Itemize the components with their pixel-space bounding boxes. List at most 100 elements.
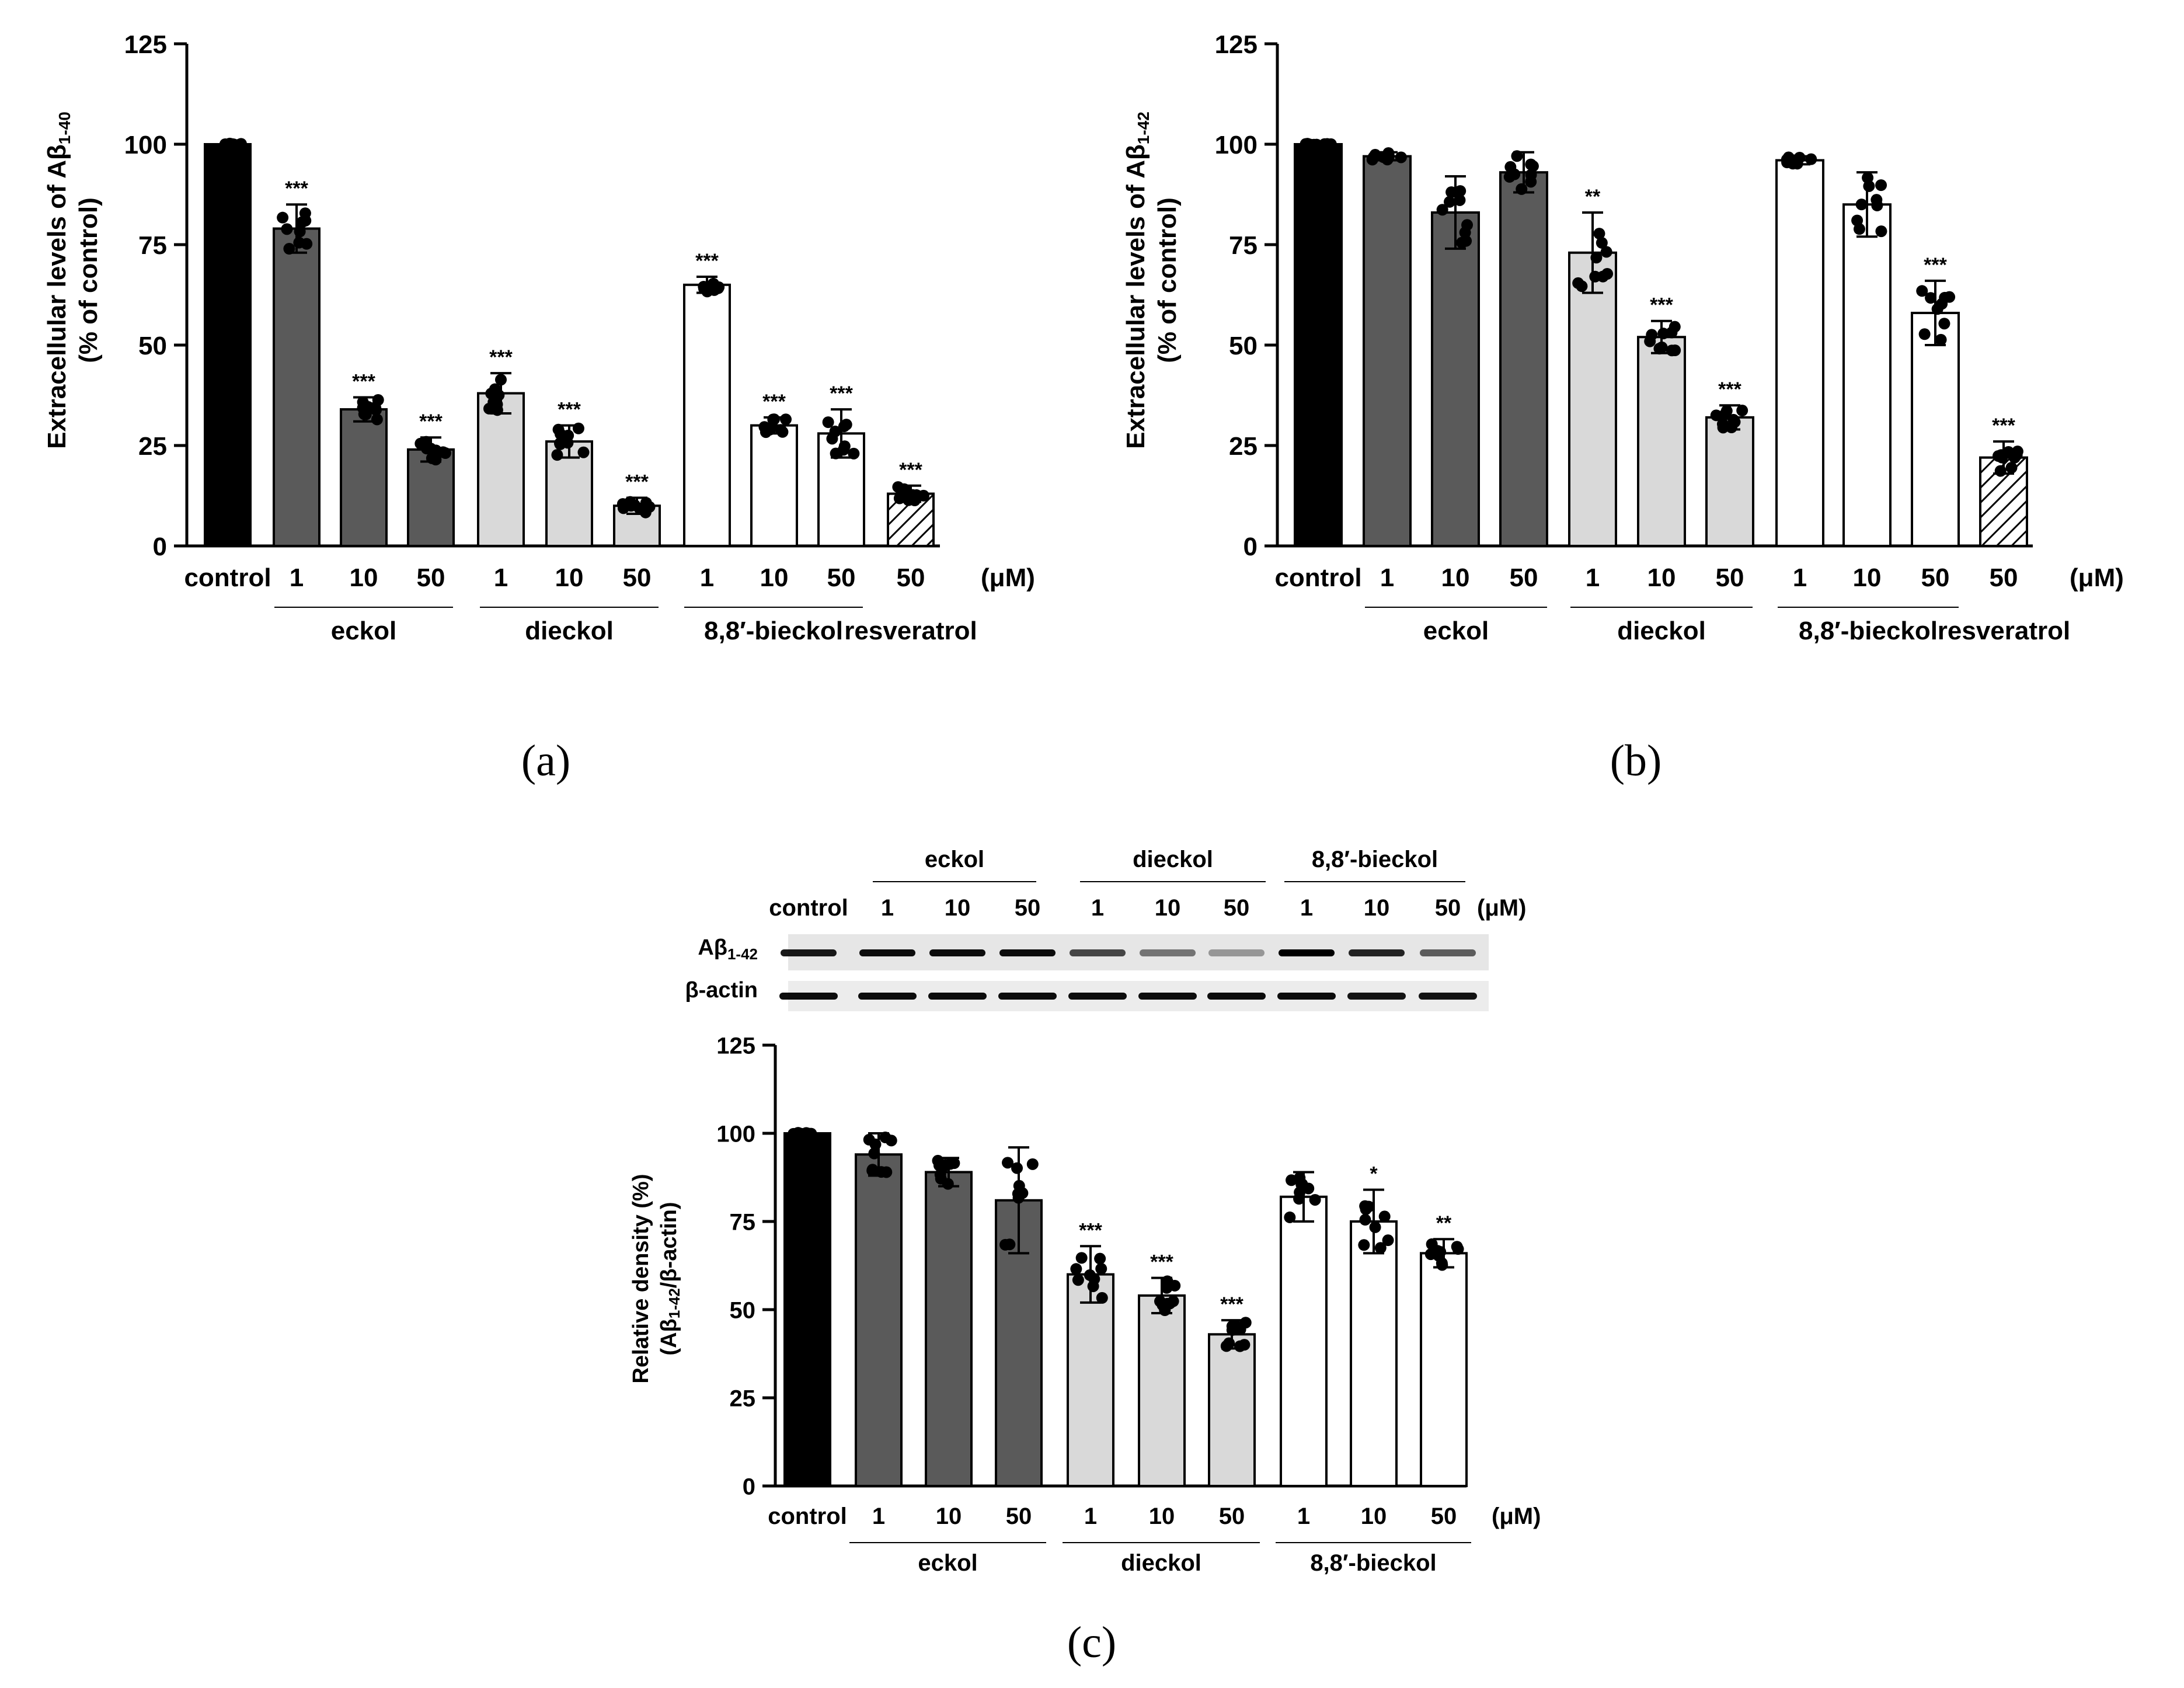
bar xyxy=(273,227,321,548)
data-point xyxy=(1600,246,1612,258)
data-point xyxy=(1451,1241,1463,1253)
data-point xyxy=(1011,1162,1023,1174)
blot-row-label-ab: Aβ1-42 xyxy=(698,935,758,963)
blot-band-ab xyxy=(1208,949,1265,956)
bar xyxy=(1420,1252,1468,1488)
data-point xyxy=(1002,1157,1014,1169)
y-axis-title-a: Extracellular levels of Aβ1-40 xyxy=(43,112,74,449)
data-point xyxy=(1996,451,2008,464)
data-point xyxy=(1590,252,1603,264)
data-point xyxy=(1311,138,1323,151)
unit-label: (μM) xyxy=(981,563,1035,592)
y-tick-label: 50 xyxy=(730,1297,756,1323)
data-point xyxy=(776,426,789,438)
data-point xyxy=(892,481,904,493)
data-point xyxy=(1234,1340,1246,1352)
bar xyxy=(1138,1294,1186,1488)
significance-marker: *** xyxy=(352,370,375,392)
group-label: eckol xyxy=(1423,617,1489,645)
data-point xyxy=(1597,270,1609,283)
x-tick-label: 50 xyxy=(623,563,652,592)
data-point xyxy=(863,1133,875,1146)
data-point xyxy=(1382,147,1395,159)
blot-band-ab xyxy=(999,949,1056,956)
blot-group-label: 8,8′-bieckol xyxy=(1312,847,1438,872)
y-tick-label: 50 xyxy=(1229,332,1258,360)
data-point xyxy=(1359,1200,1371,1212)
blot-band-ab xyxy=(1279,949,1335,956)
data-point xyxy=(1736,405,1748,417)
blot-band-actin xyxy=(1068,993,1127,1000)
data-point xyxy=(1075,1252,1088,1264)
significance-marker: *** xyxy=(1650,294,1673,316)
x-tick-label: 50 xyxy=(1990,563,2018,592)
x-tick-label: control xyxy=(1274,563,1361,592)
blot-row-label-actin: β-actin xyxy=(685,978,758,1003)
data-point xyxy=(1460,235,1472,247)
data-point xyxy=(838,440,851,453)
blot-band-ab xyxy=(1420,949,1476,956)
y-tick-label: 25 xyxy=(138,432,167,461)
significance-marker: *** xyxy=(1150,1251,1173,1273)
group-label: resveratrol xyxy=(1938,617,2070,645)
significance-marker: * xyxy=(1370,1163,1378,1185)
data-point xyxy=(296,216,308,228)
data-point xyxy=(768,413,780,426)
bar xyxy=(855,1153,903,1487)
data-point xyxy=(1087,1280,1099,1292)
data-point xyxy=(1367,151,1380,163)
blot-lane-label: 1 xyxy=(881,895,894,921)
y-tick-label: 100 xyxy=(124,131,167,159)
data-point xyxy=(848,447,860,460)
data-point xyxy=(1669,321,1681,333)
data-point xyxy=(1593,228,1605,240)
y-tick-label: 100 xyxy=(716,1121,755,1147)
group-label: resveratrol xyxy=(844,617,977,645)
data-point xyxy=(1994,465,2007,477)
blot-unit-label: (μM) xyxy=(1477,895,1526,921)
data-point xyxy=(758,421,771,433)
x-tick-label: 10 xyxy=(1149,1503,1175,1529)
group-label: 8,8′-bieckol xyxy=(1310,1550,1436,1576)
blot-lane-label: 50 xyxy=(1015,895,1041,921)
data-point xyxy=(1325,138,1337,150)
y-tick-label: 75 xyxy=(138,231,167,260)
data-point xyxy=(948,1157,960,1170)
x-tick-label: 1 xyxy=(872,1503,885,1529)
significance-marker: *** xyxy=(1079,1219,1102,1241)
blot-band-ab xyxy=(859,949,915,956)
data-point xyxy=(1669,344,1681,357)
data-point xyxy=(1938,318,1950,330)
data-point xyxy=(1161,1275,1173,1287)
panel-label-a: (a) xyxy=(521,736,570,785)
data-point xyxy=(1716,418,1729,430)
data-point xyxy=(713,281,725,293)
data-point xyxy=(698,283,710,295)
data-point xyxy=(1870,194,1883,206)
data-point xyxy=(1234,1323,1246,1335)
x-tick-label: 1 xyxy=(494,563,508,592)
y-tick-label: 125 xyxy=(716,1033,755,1059)
bar xyxy=(1280,1195,1328,1487)
blot-lane-label: 10 xyxy=(945,895,971,921)
data-point xyxy=(1931,303,1943,315)
x-tick-label: 1 xyxy=(700,563,714,592)
bar xyxy=(1705,416,1754,548)
blot-band-ab xyxy=(1140,949,1196,956)
y-tick-label: 0 xyxy=(743,1474,755,1499)
data-point xyxy=(625,500,637,512)
data-point xyxy=(1443,196,1455,208)
data-point xyxy=(1223,1337,1235,1349)
data-point xyxy=(551,449,563,461)
data-point xyxy=(277,211,289,224)
blot-band-actin xyxy=(928,993,987,1000)
bar xyxy=(1431,211,1480,547)
bar xyxy=(783,1132,831,1487)
group-label: dieckol xyxy=(525,617,614,645)
data-point xyxy=(1286,1174,1298,1186)
data-point xyxy=(1300,138,1312,150)
data-point xyxy=(1284,1211,1296,1223)
blot-lane-label: 50 xyxy=(1224,895,1250,921)
panel-label-c: (c) xyxy=(1067,1618,1116,1667)
